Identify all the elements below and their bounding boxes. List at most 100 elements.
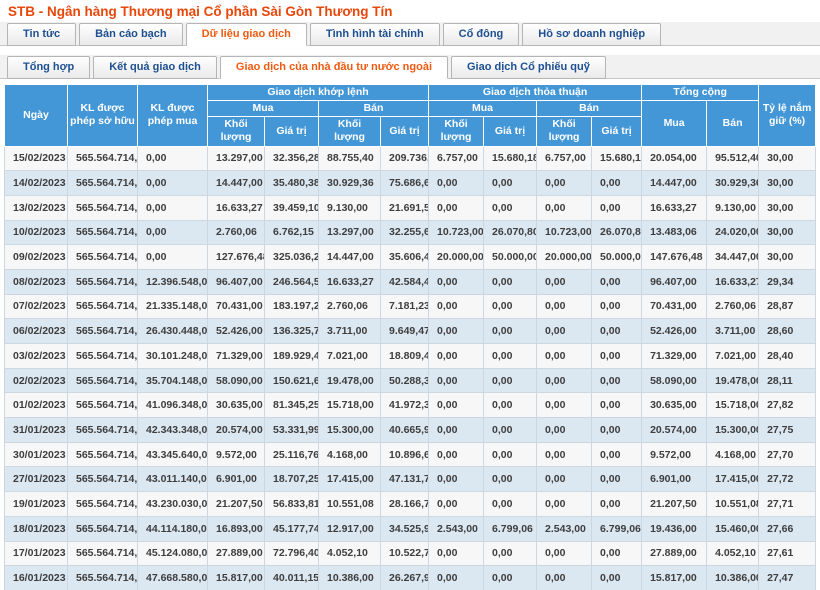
table-cell: 47.131,77 <box>381 467 429 492</box>
table-cell: 52.426,00 <box>642 319 707 344</box>
table-row: 19/01/2023565.564.714,0043.230.030,0021.… <box>5 492 816 517</box>
table-cell: 565.564.714,00 <box>68 269 138 294</box>
table-cell: 565.564.714,00 <box>68 245 138 270</box>
table-cell: 0,00 <box>484 541 537 566</box>
table-cell: 96.407,00 <box>208 269 265 294</box>
table-cell: 6.901,00 <box>208 467 265 492</box>
table-cell: 34.447,00 <box>707 245 759 270</box>
table-cell: 30.929,36 <box>319 171 381 196</box>
group-header-order-matching: Giao dịch khớp lệnh <box>208 85 429 101</box>
table-cell: 70.431,00 <box>642 294 707 319</box>
table-cell: 27,71 <box>759 492 816 517</box>
table-cell: 565.564.714,00 <box>68 220 138 245</box>
col-header-allowed-buy: KL được phép mua <box>138 85 208 147</box>
tab-primary-1[interactable]: Tin tức <box>7 23 76 46</box>
table-container: Ngày KL được phép sở hữu KL được phép mu… <box>0 79 820 590</box>
tab-secondary-3[interactable]: Giao dịch của nhà đầu tư nước ngoài <box>220 56 448 79</box>
table-cell: 20.574,00 <box>208 418 265 443</box>
table-cell: 88.755,40 <box>319 146 381 171</box>
table-cell: 0,00 <box>138 195 208 220</box>
table-cell: 4.052,10 <box>319 541 381 566</box>
table-cell: 565.564.714,00 <box>68 418 138 443</box>
table-cell: 0,00 <box>484 418 537 443</box>
table-cell: 0,00 <box>537 319 592 344</box>
table-cell: 19.478,00 <box>707 368 759 393</box>
table-cell: 150.621,64 <box>265 368 319 393</box>
table-cell: 565.564.714,00 <box>68 393 138 418</box>
tab-primary-3[interactable]: Dữ liệu giao dịch <box>186 23 307 46</box>
table-cell: 35.606,46 <box>381 245 429 270</box>
tab-secondary-1[interactable]: Tổng hợp <box>7 56 90 79</box>
table-cell: 56.833,81 <box>265 492 319 517</box>
table-cell: 27.889,00 <box>208 541 265 566</box>
table-cell: 0,00 <box>537 442 592 467</box>
table-cell: 12.396.548,00 <box>138 269 208 294</box>
table-cell: 15.460,00 <box>707 516 759 541</box>
table-cell: 15.718,00 <box>707 393 759 418</box>
table-cell: 0,00 <box>429 344 484 369</box>
table-cell: 0,00 <box>592 492 642 517</box>
table-cell: 53.331,99 <box>265 418 319 443</box>
spacer <box>0 46 820 55</box>
table-cell: 565.564.714,00 <box>68 516 138 541</box>
table-cell: 0,00 <box>537 541 592 566</box>
table-cell: 41.096.348,00 <box>138 393 208 418</box>
col-header-allowed-ownership: KL được phép sở hữu <box>68 85 138 147</box>
table-cell: 10.551,08 <box>319 492 381 517</box>
table-cell: 26.070,80 <box>484 220 537 245</box>
tab-primary-4[interactable]: Tình hình tài chính <box>310 23 440 46</box>
tab-secondary-4[interactable]: Giao dịch Cổ phiếu quỹ <box>451 56 606 79</box>
table-cell: 25.116,76 <box>265 442 319 467</box>
table-cell: 565.564.714,00 <box>68 171 138 196</box>
table-cell: 50.000,00 <box>484 245 537 270</box>
table-cell: 10.551,08 <box>707 492 759 517</box>
table-cell: 10.522,71 <box>381 541 429 566</box>
table-cell: 27,66 <box>759 516 816 541</box>
table-cell: 7.181,23 <box>381 294 429 319</box>
table-cell: 19.436,00 <box>642 516 707 541</box>
table-cell: 0,00 <box>429 566 484 590</box>
table-cell: 35.480,38 <box>265 171 319 196</box>
table-cell: 189.929,42 <box>265 344 319 369</box>
table-cell: 27,47 <box>759 566 816 590</box>
table-cell: 565.564.714,00 <box>68 344 138 369</box>
table-cell: 08/02/2023 <box>5 269 68 294</box>
table-cell: 7.021,00 <box>319 344 381 369</box>
table-cell: 13.297,00 <box>208 146 265 171</box>
table-cell: 0,00 <box>592 393 642 418</box>
table-cell: 2.543,00 <box>429 516 484 541</box>
table-cell: 2.760,06 <box>319 294 381 319</box>
table-cell: 0,00 <box>484 492 537 517</box>
table-cell: 0,00 <box>429 319 484 344</box>
subheader-value: Giá trị <box>484 117 537 146</box>
table-cell: 10.386,00 <box>707 566 759 590</box>
table-cell: 43.011.140,00 <box>138 467 208 492</box>
tab-primary-2[interactable]: Bản cáo bạch <box>79 23 183 46</box>
table-cell: 0,00 <box>138 220 208 245</box>
table-cell: 13.483,06 <box>642 220 707 245</box>
table-cell: 27,72 <box>759 467 816 492</box>
table-cell: 24.020,00 <box>707 220 759 245</box>
table-cell: 27/01/2023 <box>5 467 68 492</box>
table-cell: 15.680,18 <box>484 146 537 171</box>
subheader-buy: Mua <box>208 101 319 117</box>
table-cell: 0,00 <box>484 467 537 492</box>
table-cell: 16.633,27 <box>707 269 759 294</box>
page-title: STB - Ngân hàng Thương mại Cổ phần Sài G… <box>0 0 820 22</box>
tab-secondary-2[interactable]: Kết quả giao dịch <box>93 56 217 79</box>
table-cell: 30,00 <box>759 195 816 220</box>
table-row: 03/02/2023565.564.714,0030.101.248,0071.… <box>5 344 816 369</box>
table-cell: 30.635,00 <box>208 393 265 418</box>
table-cell: 30.635,00 <box>642 393 707 418</box>
tab-primary-6[interactable]: Hồ sơ doanh nghiệp <box>522 23 661 46</box>
table-cell: 0,00 <box>592 368 642 393</box>
table-cell: 0,00 <box>484 442 537 467</box>
table-cell: 565.564.714,00 <box>68 368 138 393</box>
table-cell: 29,34 <box>759 269 816 294</box>
tab-primary-5[interactable]: Cổ đông <box>443 23 520 46</box>
table-cell: 47.668.580,00 <box>138 566 208 590</box>
table-cell: 26.267,93 <box>381 566 429 590</box>
table-cell: 14.447,00 <box>642 171 707 196</box>
subheader-volume: Khối lượng <box>429 117 484 146</box>
table-cell: 0,00 <box>537 171 592 196</box>
